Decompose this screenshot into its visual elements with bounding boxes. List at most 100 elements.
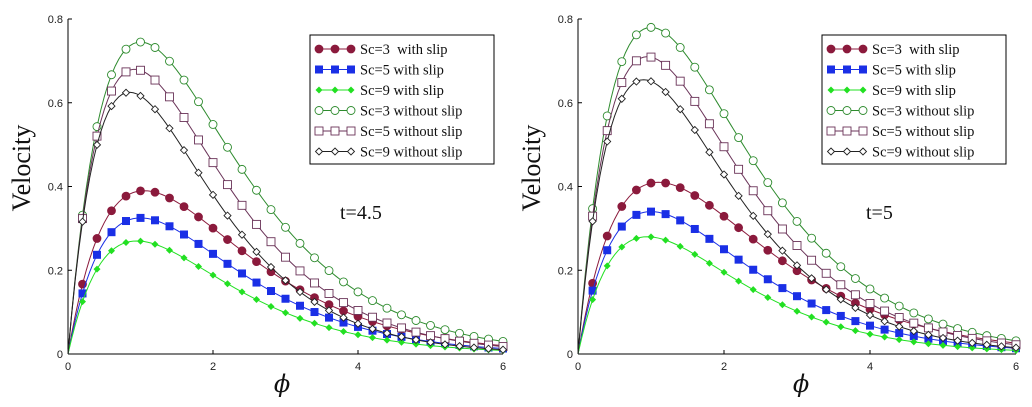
data-point	[749, 286, 757, 294]
data-point	[397, 310, 406, 320]
data-point	[822, 285, 831, 294]
data-point	[778, 246, 787, 255]
legend-marker	[858, 44, 868, 54]
data-point	[151, 240, 159, 248]
data-point	[763, 275, 772, 284]
data-point	[836, 311, 845, 320]
data-point	[179, 113, 189, 122]
data-point	[617, 78, 627, 88]
data-point	[792, 261, 802, 270]
data-point	[121, 191, 131, 201]
series-4	[67, 37, 508, 355]
legend-marker	[826, 126, 836, 136]
legend-label: Sc=3 without slip	[360, 104, 462, 120]
data-point	[1011, 343, 1021, 352]
data-point	[734, 191, 743, 200]
data-point	[632, 185, 641, 195]
data-point	[237, 230, 247, 239]
data-point	[295, 238, 305, 248]
data-point	[383, 336, 391, 344]
data-point	[866, 330, 874, 338]
data-point	[675, 43, 685, 52]
data-point	[353, 287, 363, 297]
data-point	[281, 222, 290, 232]
data-point	[631, 30, 641, 40]
data-point	[851, 327, 859, 335]
data-point	[763, 230, 772, 239]
data-point	[777, 224, 787, 234]
data-point	[339, 277, 348, 287]
data-point	[836, 295, 845, 304]
data-point	[719, 170, 729, 179]
data-point	[602, 126, 612, 136]
legend-marker	[858, 106, 868, 115]
data-point	[266, 262, 276, 272]
legend-marker	[330, 147, 340, 156]
data-point	[310, 308, 319, 317]
data-point	[252, 278, 261, 287]
data-point	[866, 321, 874, 330]
data-point	[924, 340, 932, 348]
data-point	[223, 211, 232, 220]
data-point	[107, 86, 116, 96]
data-point	[778, 256, 787, 266]
data-point	[151, 216, 159, 225]
data-point	[382, 329, 392, 338]
y-tick-label: 0.4	[558, 182, 573, 194]
data-point	[310, 253, 319, 263]
data-point	[909, 318, 919, 328]
data-point	[295, 266, 305, 276]
data-point	[223, 259, 232, 268]
data-point	[865, 310, 875, 320]
data-point	[662, 236, 670, 244]
data-point	[252, 185, 261, 195]
series-6	[67, 88, 508, 355]
legend-label: Sc=9 without slip	[872, 145, 974, 161]
data-point	[704, 119, 714, 129]
y-tick-label: 0	[567, 349, 573, 361]
data-point	[807, 233, 817, 243]
data-point	[734, 255, 743, 264]
data-point	[632, 77, 641, 86]
data-point	[179, 202, 189, 212]
data-point	[997, 342, 1006, 351]
data-point	[353, 306, 363, 315]
y-tick-label: 0.2	[48, 265, 63, 277]
data-point	[777, 198, 787, 208]
data-point	[166, 246, 173, 254]
data-point	[603, 262, 611, 270]
data-point	[223, 142, 232, 152]
data-point	[792, 241, 802, 250]
legend-label: Sc=3 without slip	[872, 104, 974, 120]
data-point	[909, 326, 918, 336]
data-point	[924, 330, 933, 339]
data-point	[705, 200, 714, 210]
legend-marker	[346, 126, 356, 136]
data-point	[968, 338, 977, 348]
data-point	[646, 77, 656, 86]
y-tick-label: 0.6	[558, 98, 573, 110]
data-point	[253, 296, 260, 304]
data-point	[720, 245, 728, 254]
data-point	[411, 316, 421, 325]
data-point	[676, 216, 685, 225]
data-point	[939, 341, 947, 349]
data-point	[209, 249, 217, 258]
legend-marker	[842, 126, 852, 136]
data-point	[136, 65, 145, 75]
x-tick-label: 4	[355, 361, 361, 373]
data-point	[150, 43, 160, 52]
y-tick-label: 0	[57, 349, 63, 361]
data-point	[618, 243, 626, 251]
data-point	[325, 313, 333, 322]
data-point	[165, 222, 174, 231]
data-point	[764, 293, 772, 301]
legend-marker	[842, 106, 852, 115]
data-point	[281, 294, 290, 303]
legend-label: Sc=9 with slip	[872, 83, 956, 99]
legend-marker	[826, 147, 836, 156]
data-point	[339, 318, 348, 327]
y-tick-label: 0.4	[48, 182, 63, 194]
data-point	[281, 252, 290, 262]
